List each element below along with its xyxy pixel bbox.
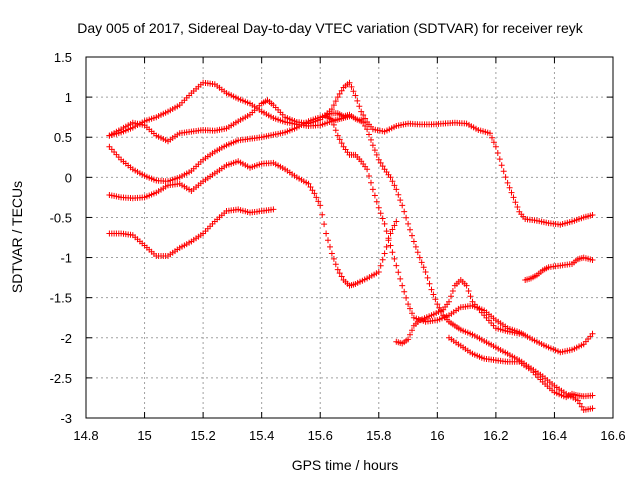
y-tick-labels: 1.5 1 0.5 0 -0.5 -1 -1.5 -2 -2.5 -3: [50, 50, 72, 426]
x-tick-label: 16.2: [483, 428, 508, 443]
y-tick-label: 0.5: [54, 130, 72, 145]
y-tick-label: -2: [60, 331, 72, 346]
x-tick-label: 16.4: [542, 428, 567, 443]
x-tick-label: 15.6: [308, 428, 333, 443]
y-tick-label: 1: [65, 90, 72, 105]
y-tick-label: -3: [60, 411, 72, 426]
x-tick-label: 14.8: [73, 428, 98, 443]
y-tick-label: -1.5: [50, 291, 72, 306]
data-point-markers: [393, 277, 523, 347]
chart-title: Day 005 of 2017, Sidereal Day-to-day VTE…: [77, 20, 583, 36]
data-point-markers: [522, 254, 596, 283]
y-tick-label: -2.5: [50, 371, 72, 386]
y-axis-label: SDTVAR / TECUs: [9, 181, 25, 293]
x-axis-label: GPS time / hours: [292, 457, 399, 473]
x-tick-label: 15.2: [190, 428, 215, 443]
series-sat-i: [446, 334, 596, 401]
data-point-markers: [446, 334, 596, 401]
data-point-markers: [106, 158, 400, 289]
y-tick-label: 0: [65, 170, 72, 185]
x-tick-label: 16.6: [600, 428, 625, 443]
data-point-markers: [106, 79, 596, 228]
series-sat-b: [106, 79, 596, 228]
series-sat-c: [106, 110, 365, 185]
y-tick-label: -0.5: [50, 210, 72, 225]
series-sat-f: [323, 113, 596, 356]
series-sat-e: [106, 206, 277, 259]
y-tick-label: -1: [60, 251, 72, 266]
axis-ticks: [85, 56, 614, 419]
series-sat-j: [522, 254, 596, 283]
series-sat-a: [106, 79, 353, 139]
data-point-markers: [106, 79, 353, 139]
series-sat-g: [358, 116, 596, 413]
x-tick-label: 15.4: [249, 428, 274, 443]
data-point-markers: [358, 116, 596, 413]
x-tick-labels: 14.8 15 15.2 15.4 15.6 15.8 16 16.2 16.4 16.6: [73, 428, 625, 443]
series-sat-d: [106, 158, 400, 289]
data-point-markers: [106, 206, 277, 259]
x-tick-label: 15.8: [366, 428, 391, 443]
data-point-markers: [323, 113, 596, 356]
y-tick-label: 1.5: [54, 50, 72, 65]
data-points: [106, 79, 596, 413]
data-point-markers: [106, 110, 365, 185]
x-tick-label: 16: [430, 428, 444, 443]
x-tick-label: 15: [137, 428, 151, 443]
series-sat-h: [393, 277, 523, 347]
plot-frame: [85, 56, 614, 419]
